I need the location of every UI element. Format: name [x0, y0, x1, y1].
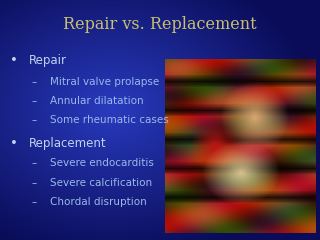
Text: •: • — [10, 137, 18, 150]
Text: Chordal disruption: Chordal disruption — [50, 197, 146, 207]
Text: Mitral valve prolapse: Mitral valve prolapse — [50, 77, 159, 87]
Text: –: – — [32, 96, 37, 106]
Text: Some rheumatic cases: Some rheumatic cases — [50, 115, 168, 125]
Text: –: – — [32, 158, 37, 168]
Text: •: • — [10, 54, 18, 67]
Text: Annular dilatation: Annular dilatation — [50, 96, 143, 106]
Text: Repair vs. Replacement: Repair vs. Replacement — [63, 16, 257, 33]
Text: Repair: Repair — [29, 54, 67, 67]
Text: –: – — [32, 178, 37, 188]
Text: Severe endocarditis: Severe endocarditis — [50, 158, 154, 168]
Text: –: – — [32, 115, 37, 125]
Text: –: – — [32, 77, 37, 87]
Text: –: – — [32, 197, 37, 207]
Text: Replacement: Replacement — [29, 137, 107, 150]
Text: Severe calcification: Severe calcification — [50, 178, 152, 188]
